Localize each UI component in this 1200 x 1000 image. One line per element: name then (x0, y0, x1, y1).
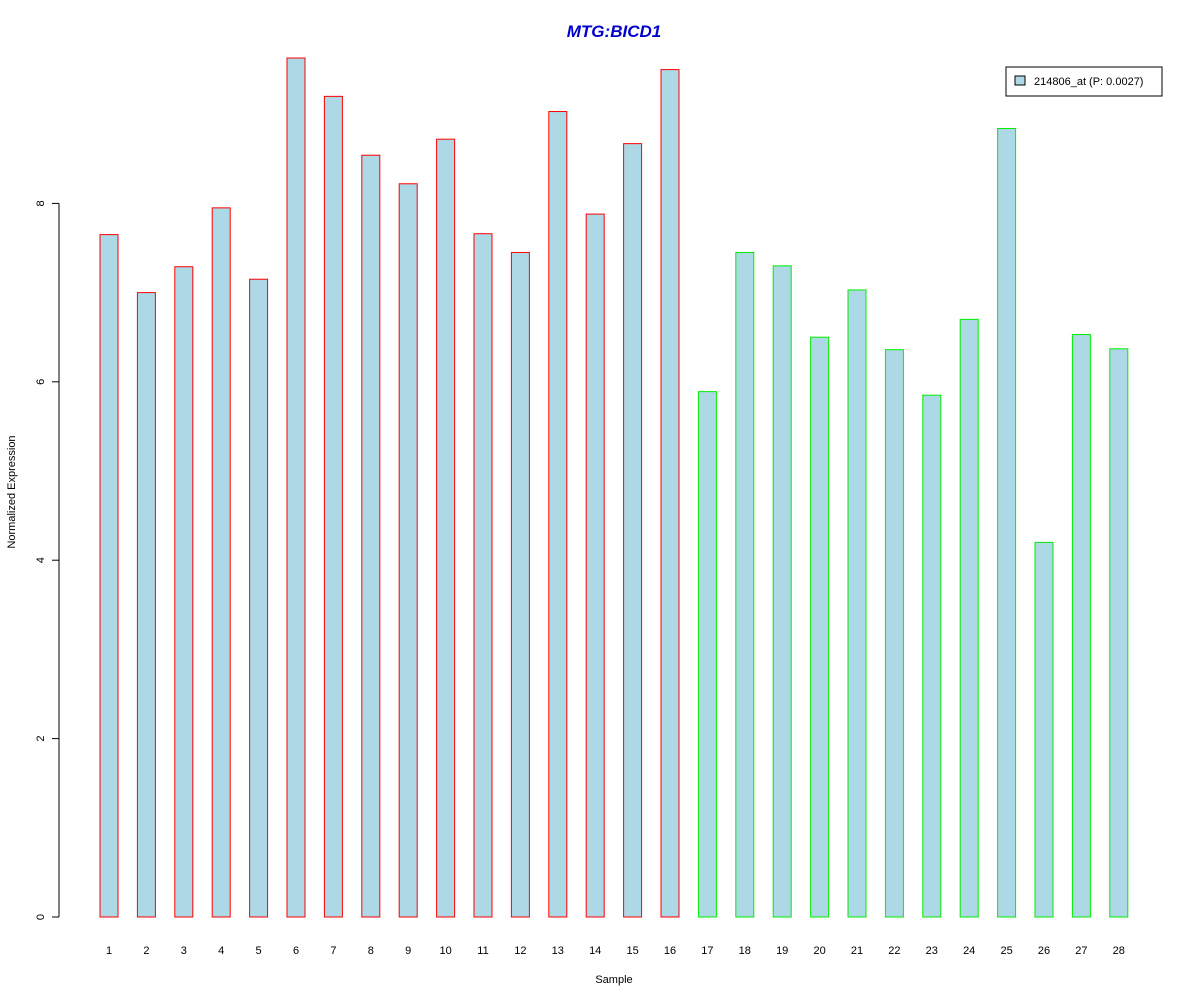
bar-sample-3 (174, 266, 194, 918)
bar-sample-5 (249, 278, 269, 918)
legend-swatch (1014, 75, 1026, 86)
x-tick-label: 3 (181, 945, 187, 957)
bar-sample-19 (772, 265, 792, 918)
x-tick-label: 13 (552, 945, 564, 957)
legend-box (1005, 66, 1163, 97)
x-tick-label: 2 (143, 945, 149, 957)
x-tick-label: 28 (1113, 945, 1125, 957)
y-tick-label: 4 (35, 557, 47, 563)
bar-sample-7 (323, 95, 343, 918)
bar-sample-1 (99, 234, 119, 918)
bar-sample-6 (286, 57, 306, 918)
bar-sample-27 (1071, 334, 1091, 918)
y-tick-label: 8 (35, 200, 47, 206)
x-tick-label: 18 (739, 945, 751, 957)
y-tick-label: 2 (35, 736, 47, 742)
legend: 214806_at (P: 0.0027) (1005, 66, 1163, 97)
bar-sample-20 (810, 336, 830, 918)
bar-sample-11 (473, 233, 493, 918)
bar-sample-24 (959, 318, 979, 918)
bar-sample-12 (510, 251, 530, 918)
x-tick-label: 25 (1000, 945, 1012, 957)
bar-sample-21 (847, 289, 867, 918)
bar-sample-17 (697, 391, 717, 918)
bar-sample-8 (361, 154, 381, 918)
x-tick-label: 16 (664, 945, 676, 957)
y-tick-label: 6 (35, 379, 47, 385)
x-tick-label: 12 (514, 945, 526, 957)
x-tick-label: 19 (776, 945, 788, 957)
y-tick-label: 0 (35, 914, 47, 920)
chart-title: MTG:BICD1 (567, 22, 661, 41)
bar-sample-14 (585, 213, 605, 918)
y-axis: 0 2 4 6 8 (35, 200, 60, 920)
x-tick-label: 9 (405, 945, 411, 957)
x-tick-labels: 1 2 3 4 5 6 7 8 9 10 11 12 13 14 15 16 17 18 19 20 21 22 23 24 2… (106, 945, 1125, 957)
x-tick-label: 4 (218, 945, 224, 957)
bar-sample-4 (211, 207, 231, 918)
bar-sample-13 (548, 111, 568, 918)
x-tick-label: 26 (1038, 945, 1050, 957)
x-tick-label: 23 (926, 945, 938, 957)
x-tick-label: 1 (106, 945, 112, 957)
bar-sample-15 (623, 143, 643, 918)
bar-sample-9 (398, 183, 418, 918)
x-tick-label: 24 (963, 945, 975, 957)
y-axis-label: Normalized Expression (6, 435, 18, 548)
bar-sample-16 (660, 69, 680, 918)
x-tick-label: 7 (330, 945, 336, 957)
bar-sample-22 (884, 349, 904, 918)
legend-label: 214806_at (P: 0.0027) (1034, 76, 1143, 88)
bar-sample-25 (997, 127, 1017, 918)
x-tick-label: 8 (368, 945, 374, 957)
x-tick-label: 10 (439, 945, 451, 957)
x-tick-label: 14 (589, 945, 601, 957)
x-tick-label: 11 (477, 945, 488, 957)
bar-sample-10 (436, 138, 456, 918)
bar-sample-2 (136, 292, 156, 918)
x-tick-label: 21 (851, 945, 863, 957)
x-tick-label: 20 (813, 945, 825, 957)
x-tick-label: 6 (293, 945, 299, 957)
x-tick-label: 17 (701, 945, 713, 957)
x-tick-label: 22 (888, 945, 900, 957)
x-tick-label: 5 (256, 945, 262, 957)
bar-sample-28 (1109, 348, 1129, 918)
x-tick-label: 27 (1075, 945, 1087, 957)
x-axis-label: Sample (595, 974, 632, 986)
bar-sample-26 (1034, 541, 1054, 918)
x-tick-label: 15 (626, 945, 638, 957)
bars (99, 57, 1129, 918)
bar-sample-18 (735, 251, 755, 918)
bar-sample-23 (922, 394, 942, 918)
